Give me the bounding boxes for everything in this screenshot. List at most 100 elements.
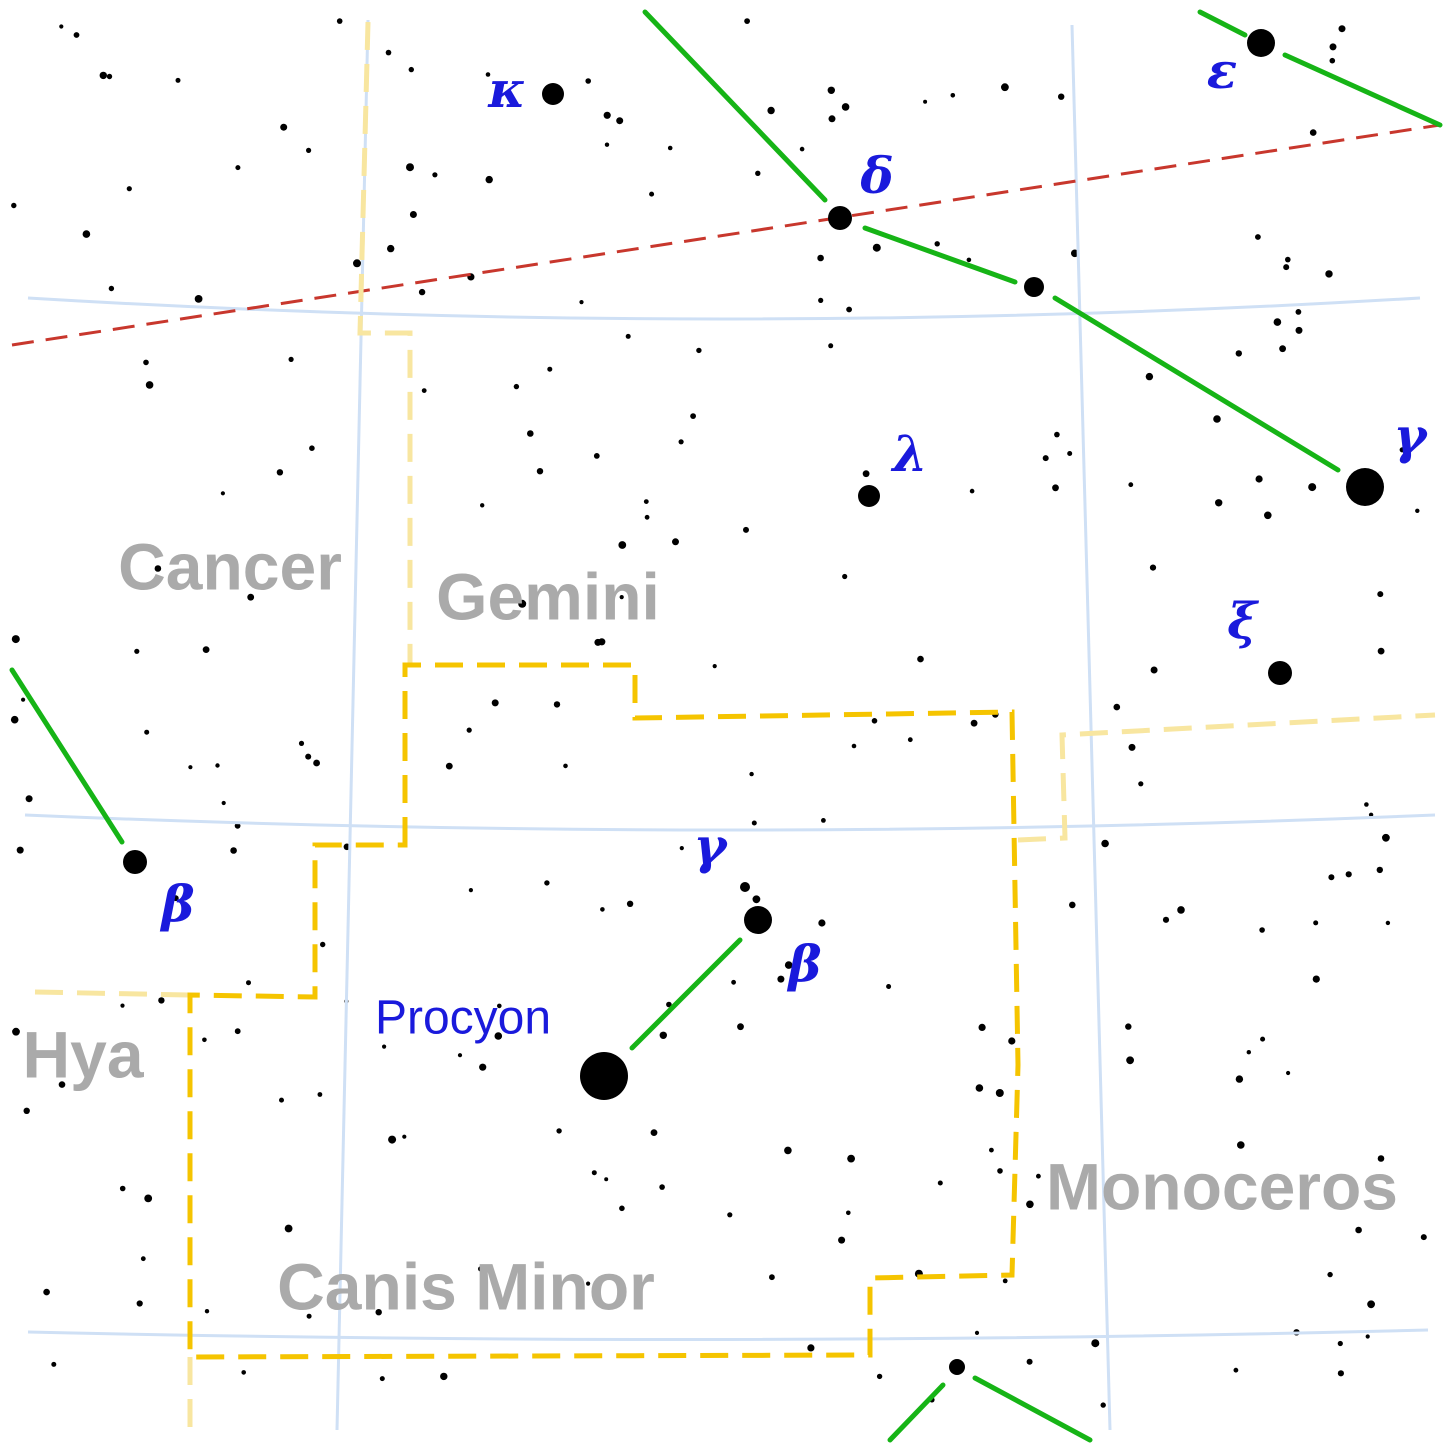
faint-star <box>784 961 793 969</box>
faint-star <box>659 1184 665 1190</box>
faint-star <box>387 244 395 253</box>
faint-star <box>672 538 679 546</box>
faint-star <box>313 759 320 767</box>
faint-star <box>966 257 972 263</box>
faint-star <box>1328 874 1335 881</box>
faint-star <box>917 655 924 663</box>
faint-star <box>678 439 684 445</box>
faint-star <box>16 846 24 854</box>
faint-star <box>598 638 606 646</box>
faint-stars <box>10 18 1427 1408</box>
faint-star <box>1285 256 1291 263</box>
faint-star <box>950 93 956 98</box>
faint-star <box>591 1170 597 1176</box>
grid-line <box>1070 24 1112 1431</box>
faint-star <box>202 1037 207 1043</box>
faint-star <box>317 1092 323 1097</box>
faint-star <box>995 1089 1004 1097</box>
faint-star <box>1264 511 1272 520</box>
faint-star <box>280 123 288 131</box>
faint-star <box>679 846 684 851</box>
stick-line <box>1282 52 1443 128</box>
faint-star <box>604 1177 609 1182</box>
faint-star <box>136 1300 143 1307</box>
faint-star <box>1415 508 1420 513</box>
faint-star <box>1279 345 1286 353</box>
constellation-label: Gemini <box>436 559 660 633</box>
faint-star <box>144 1194 153 1203</box>
faint-star <box>25 795 33 803</box>
grid-line <box>27 296 1421 321</box>
faint-star <box>1377 647 1385 655</box>
star-label: δ <box>859 146 893 205</box>
bright-stars <box>123 29 1384 1375</box>
faint-star <box>221 800 226 806</box>
faint-star <box>513 383 520 390</box>
faint-star <box>43 1288 50 1296</box>
constellation-label: Monoceros <box>1046 1149 1398 1223</box>
faint-star <box>1125 1023 1132 1030</box>
stick-line <box>1052 295 1341 473</box>
faint-star <box>847 1154 855 1163</box>
faint-star <box>305 753 312 760</box>
faint-star <box>1273 318 1282 326</box>
faint-star <box>737 1023 744 1031</box>
star <box>1024 277 1044 297</box>
faint-star <box>309 445 315 452</box>
faint-star <box>1026 1200 1034 1209</box>
faint-star <box>1377 591 1384 598</box>
faint-star <box>175 77 181 83</box>
faint-star <box>1367 1300 1375 1309</box>
faint-star <box>1008 1037 1016 1045</box>
faint-star <box>1069 901 1076 909</box>
faint-star <box>1177 906 1185 914</box>
faint-star <box>625 333 631 339</box>
faint-star <box>1399 447 1405 453</box>
faint-star <box>1327 1271 1333 1278</box>
faint-star <box>585 78 591 84</box>
faint-star <box>827 86 835 95</box>
faint-star <box>408 66 414 73</box>
ecliptic <box>11 123 1441 347</box>
constellation-label: Canis Minor <box>277 1249 655 1323</box>
faint-star <box>1255 475 1263 483</box>
faint-star <box>1026 1358 1033 1365</box>
faint-star <box>126 186 132 192</box>
faint-star <box>1345 871 1352 878</box>
faint-star <box>556 1128 562 1134</box>
faint-star <box>536 468 544 475</box>
faint-star <box>1355 1226 1362 1234</box>
faint-star <box>234 1028 241 1035</box>
faint-star <box>767 106 775 115</box>
faint-star <box>618 541 627 549</box>
faint-star <box>907 737 913 743</box>
faint-star <box>485 175 493 184</box>
faint-star <box>11 635 20 644</box>
faint-star <box>1149 564 1157 571</box>
faint-star <box>851 743 857 749</box>
faint-star <box>777 975 785 983</box>
faint-star <box>58 1081 66 1088</box>
faint-star <box>744 18 750 24</box>
constellation-label: Hya <box>22 1017 144 1091</box>
faint-star <box>1052 484 1059 492</box>
constellation-lines <box>9 9 1443 1443</box>
faint-star <box>593 453 600 459</box>
faint-star <box>666 1001 672 1008</box>
faint-star <box>279 1097 284 1103</box>
faint-star <box>937 1180 943 1186</box>
faint-star <box>11 202 17 209</box>
stick-line <box>862 225 1018 285</box>
faint-star <box>12 1027 20 1036</box>
boundary <box>34 21 1436 1440</box>
faint-star <box>497 1003 502 1009</box>
faint-star <box>997 1168 1003 1174</box>
faint-star <box>667 145 673 151</box>
faint-star <box>73 32 80 38</box>
faint-star <box>119 1185 126 1192</box>
faint-star <box>553 701 561 708</box>
faint-star <box>1337 1370 1344 1377</box>
faint-star <box>1295 326 1303 334</box>
faint-star <box>871 718 878 724</box>
faint-star <box>1101 839 1109 848</box>
